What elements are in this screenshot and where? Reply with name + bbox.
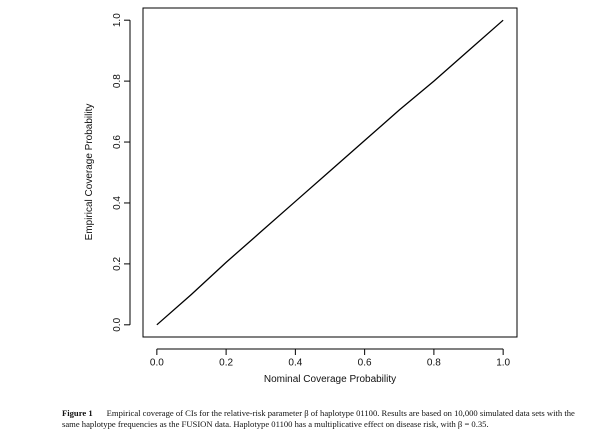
- x-tick-label: 0.4: [288, 357, 302, 368]
- x-tick-label: 0.6: [358, 357, 372, 368]
- y-tick-label: 0.2: [112, 257, 123, 271]
- y-tick-label: 0.8: [112, 74, 123, 88]
- y-axis-label: Empirical Coverage Probability: [84, 104, 95, 241]
- plot-box: [142, 7, 518, 338]
- x-tick-label: 0.0: [150, 357, 164, 368]
- chart: Nominal Coverage Probability Empirical C…: [84, 7, 518, 385]
- y-tick-label: 0.4: [112, 196, 123, 210]
- caption: Figure 1 Empirical coverage of CIs for th…: [62, 408, 592, 430]
- y-tick-label: 0.6: [112, 135, 123, 149]
- y-tick-label: 1.0: [112, 13, 123, 27]
- x-tick-label: 0.8: [427, 357, 441, 368]
- data-line: [156, 19, 504, 326]
- caption-text: Empirical coverage of CIs for the relati…: [62, 408, 575, 429]
- x-tick-label: 0.2: [219, 357, 233, 368]
- x-axis-label: Nominal Coverage Probability: [264, 374, 396, 385]
- x-tick-label: 1.0: [496, 357, 510, 368]
- figure-label: Figure 1: [62, 408, 93, 418]
- y-tick-label: 0.0: [112, 317, 123, 331]
